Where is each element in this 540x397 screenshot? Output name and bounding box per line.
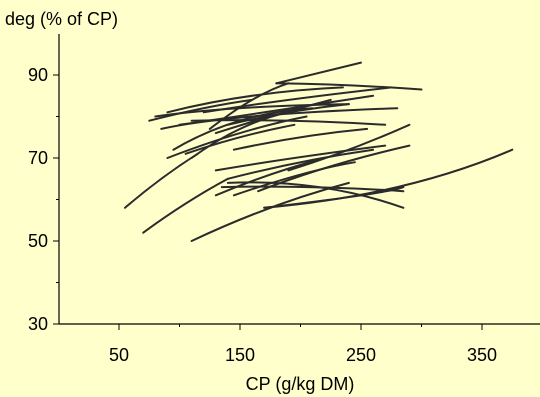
series-line-5 <box>166 86 344 114</box>
series-line-15 <box>184 123 296 155</box>
y-tick-label: 30 <box>28 314 48 334</box>
series-line-24 <box>214 157 326 197</box>
series-line-17 <box>232 127 369 151</box>
y-tick-label: 50 <box>28 231 48 251</box>
x-tick-label: 350 <box>467 345 497 365</box>
series-line-12 <box>208 82 290 130</box>
series-line-29 <box>263 148 514 209</box>
series-line-27 <box>232 161 356 197</box>
series-line-3 <box>148 98 254 122</box>
series-line-18 <box>214 144 387 172</box>
x-tick-label: 50 <box>109 345 129 365</box>
x-tick-label: 150 <box>225 345 255 365</box>
series-line-13 <box>190 111 290 159</box>
series-line-22 <box>142 177 229 234</box>
series-line-25 <box>226 148 375 180</box>
series-line-6 <box>202 86 393 114</box>
x-axis-title: CP (g/kg DM) <box>246 374 355 394</box>
x-tick-label: 250 <box>346 345 376 365</box>
series-line-21 <box>124 152 199 209</box>
series-line-11 <box>166 115 308 159</box>
axis-ticks: 30 50 70 90 50 150 250 350 <box>28 65 497 365</box>
series-line-16 <box>226 103 350 126</box>
series-line-20 <box>287 123 411 172</box>
series-lines <box>124 61 514 242</box>
y-axis-title: deg (% of CP) <box>5 9 118 29</box>
series-line-23 <box>190 181 350 242</box>
y-tick-label: 70 <box>28 148 48 168</box>
series-line-1 <box>275 61 362 85</box>
y-tick-label: 90 <box>28 65 48 85</box>
series-line-2 <box>275 82 423 91</box>
series-line-30 <box>226 181 405 209</box>
